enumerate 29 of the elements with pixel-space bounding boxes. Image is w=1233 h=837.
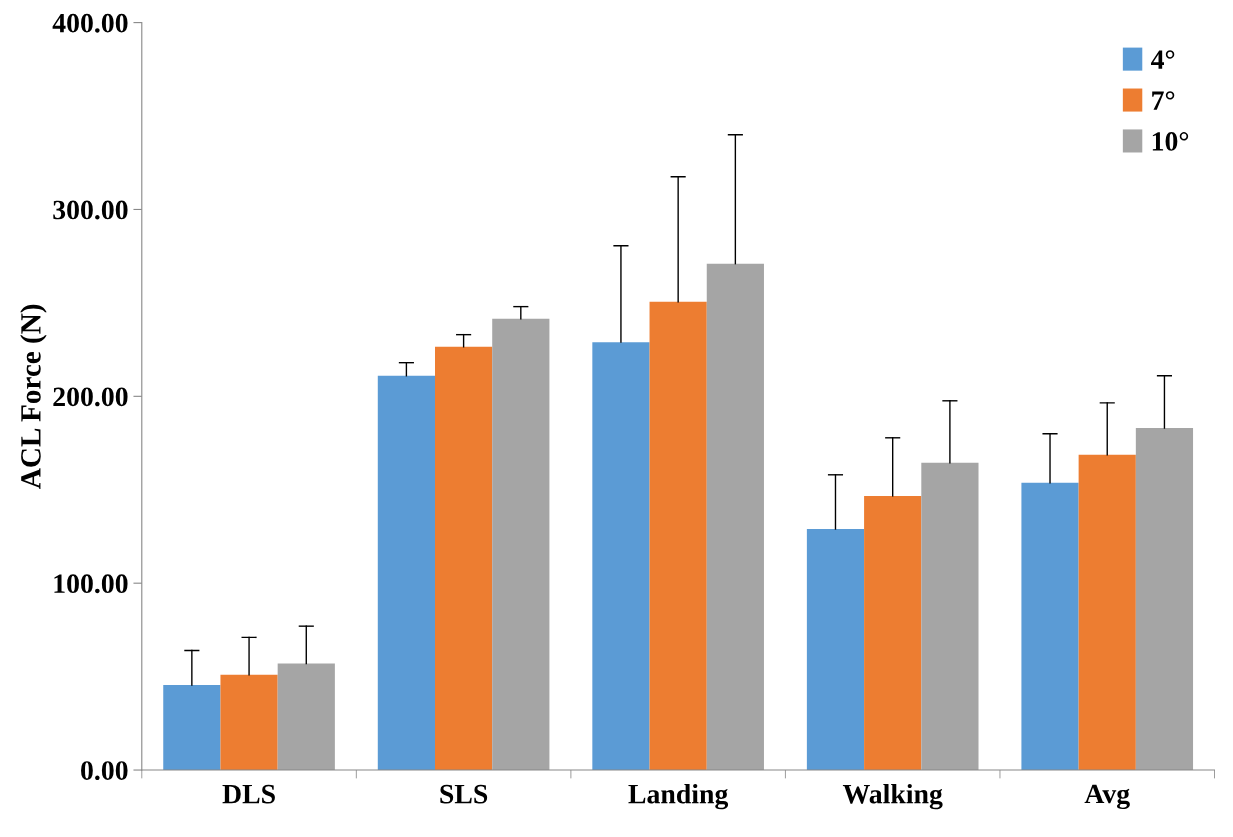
bar (220, 674, 278, 771)
y-tick-label: 100.00 (54, 574, 128, 594)
legend-label: 4° (1151, 50, 1175, 69)
legend-label: 7° (1152, 91, 1175, 110)
bar (706, 263, 764, 771)
bar (492, 318, 550, 771)
bar (921, 462, 979, 771)
bar (163, 685, 221, 771)
bar (435, 346, 493, 771)
x-tick-label: Avg (1084, 784, 1130, 810)
y-axis-title: ACL Force (N) (20, 304, 47, 489)
bar (806, 528, 865, 771)
y-tick-label: 200.00 (53, 387, 128, 407)
x-tick-label: Landing (628, 783, 729, 810)
bar (649, 301, 707, 771)
bar (1021, 482, 1079, 771)
y-tick-label: 400.00 (52, 13, 128, 33)
bar (592, 342, 650, 771)
x-tick-label: SLS (440, 784, 488, 804)
legend-label: 10° (1152, 132, 1189, 151)
bar (1135, 428, 1194, 771)
y-tick-label: 300.00 (53, 200, 128, 220)
y-tick-label: 0.00 (81, 761, 128, 781)
bar (1078, 454, 1136, 771)
bar (277, 663, 335, 771)
x-tick-label: DLS (222, 784, 275, 804)
x-tick-label: Walking (842, 783, 943, 810)
bar (864, 495, 922, 771)
bar (377, 375, 435, 771)
